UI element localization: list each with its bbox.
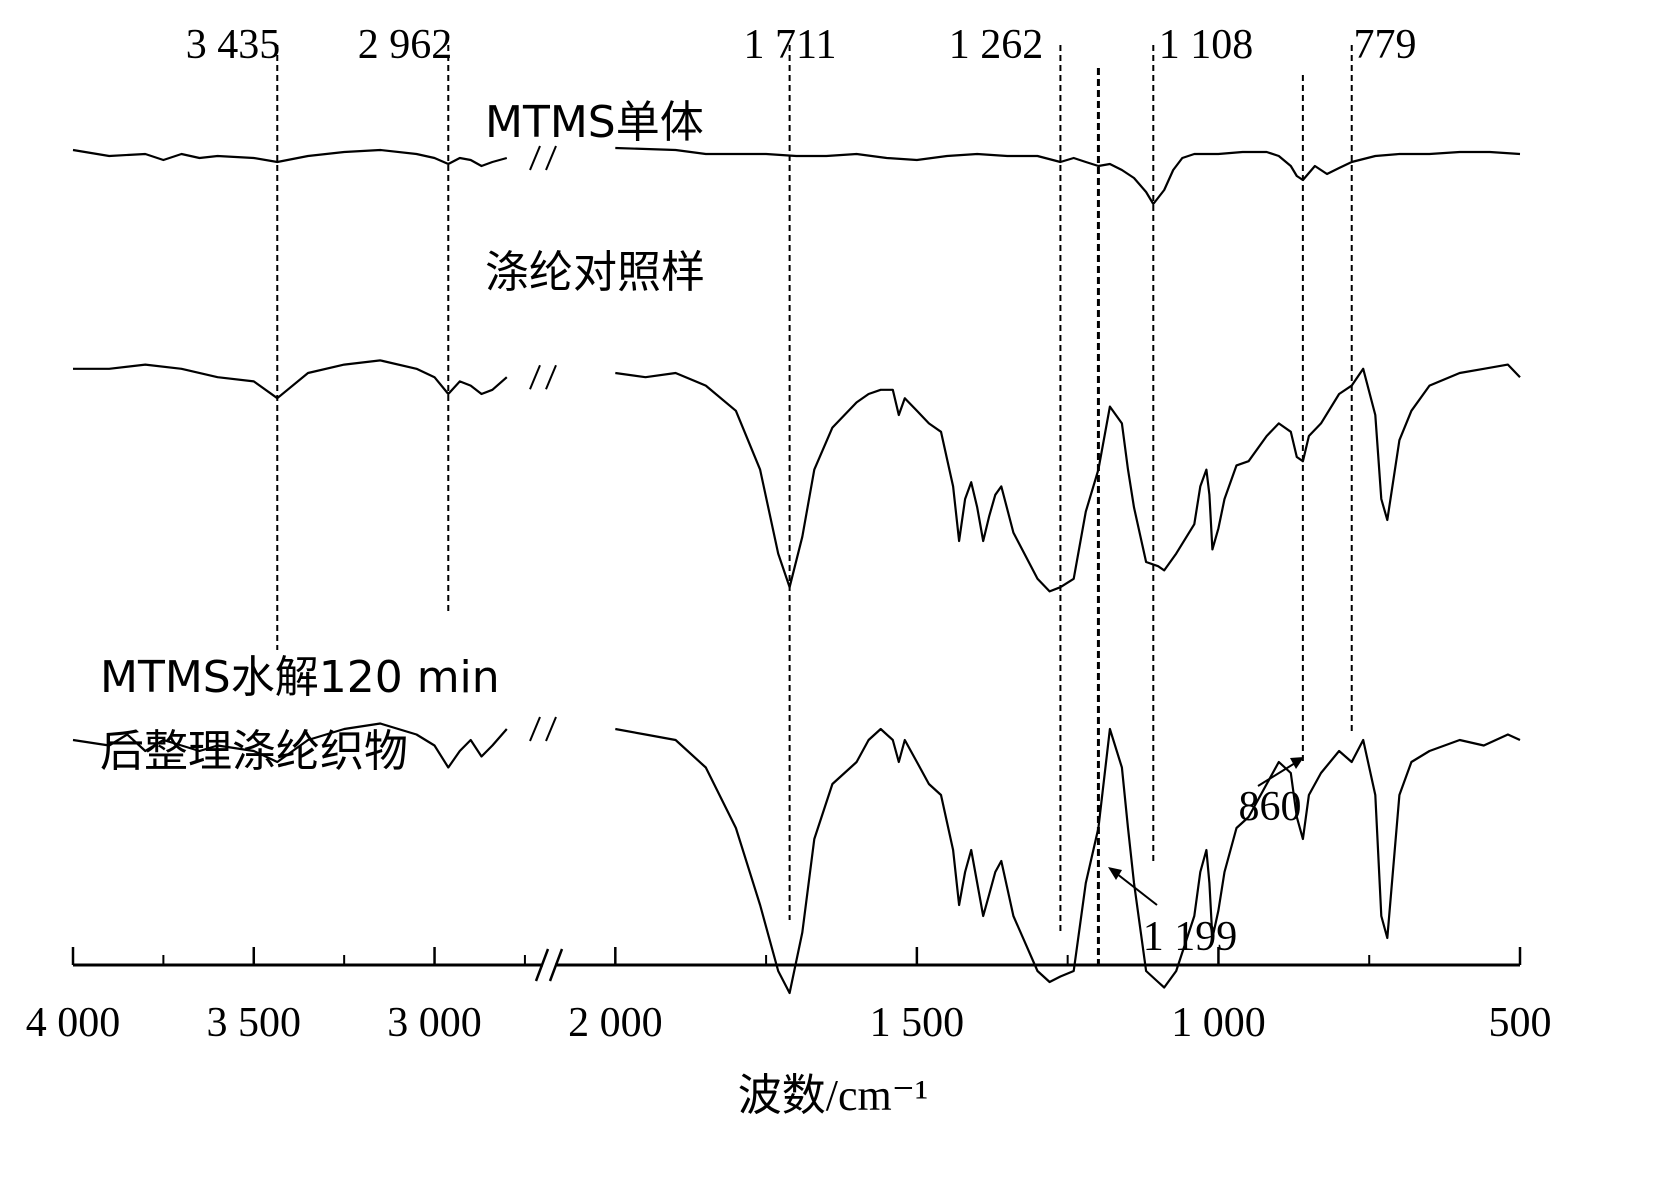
spectra-curves <box>72 145 1521 995</box>
x-tick-label-1500: 1 500 <box>870 1000 965 1046</box>
peak-label-779: 779 <box>1354 22 1417 68</box>
spectrum-curve-3-left <box>72 722 508 769</box>
x-tick-label-500: 500 <box>1489 1000 1552 1046</box>
x-tick-label-1000: 1 000 <box>1171 1000 1266 1046</box>
spectrum-curve-2-left <box>73 359 508 400</box>
series-label-mtms: MTMS单体 <box>485 97 704 148</box>
x-tick-label-4000: 4 000 <box>26 1000 121 1046</box>
axis-break-mark <box>548 948 564 982</box>
peak-label-860: 860 <box>1239 784 1302 830</box>
series-label-control: 涤纶对照样 <box>485 247 705 298</box>
peak-label-1108: 1 108 <box>1159 22 1254 68</box>
peak-lines <box>276 45 1353 965</box>
curve-break-mark <box>529 716 541 742</box>
peak-label-3435: 3 435 <box>186 22 281 68</box>
x-tick-label-2000: 2 000 <box>568 1000 663 1046</box>
axis-break-mark <box>534 948 550 982</box>
arrow-860-head <box>1290 757 1304 769</box>
series-label-treated-line1: MTMS水解120 min <box>100 652 500 703</box>
series-label-treated-line2: 后整理涤纶织物 <box>100 726 408 777</box>
x-axis: 4 000 3 500 3 000 2 000 1 500 1 000 500 波数/cm⁻¹ <box>26 947 1552 1120</box>
arrow-860 <box>1257 759 1301 787</box>
spectrum-curve-1-left <box>72 148 508 168</box>
x-tick-label-3500: 3 500 <box>207 1000 302 1046</box>
arrow-1199-head <box>1108 867 1122 880</box>
curve-break-mark <box>545 145 557 171</box>
peak-label-1262: 1 262 <box>949 22 1044 68</box>
curve-break-mark <box>529 364 541 390</box>
spectrum-curve-2-right <box>615 363 1521 593</box>
arrow-1199 <box>1111 869 1158 906</box>
peak-label-2962: 2 962 <box>358 22 453 68</box>
peak-labels: 3 435 2 962 1 711 1 262 1 108 779 1 199 860 <box>186 22 1417 960</box>
spectrum-curve-3-right <box>615 727 1521 995</box>
curve-break-mark <box>545 716 557 742</box>
curve-break-mark <box>529 145 541 171</box>
spectrum-curve-1-right <box>615 146 1521 206</box>
peak-label-1711: 1 711 <box>744 22 837 68</box>
x-tick-label-3000: 3 000 <box>387 1000 482 1046</box>
peak-label-1199: 1 199 <box>1143 914 1238 960</box>
x-axis-title: 波数/cm⁻¹ <box>738 1071 928 1120</box>
curve-break-mark <box>545 364 557 390</box>
